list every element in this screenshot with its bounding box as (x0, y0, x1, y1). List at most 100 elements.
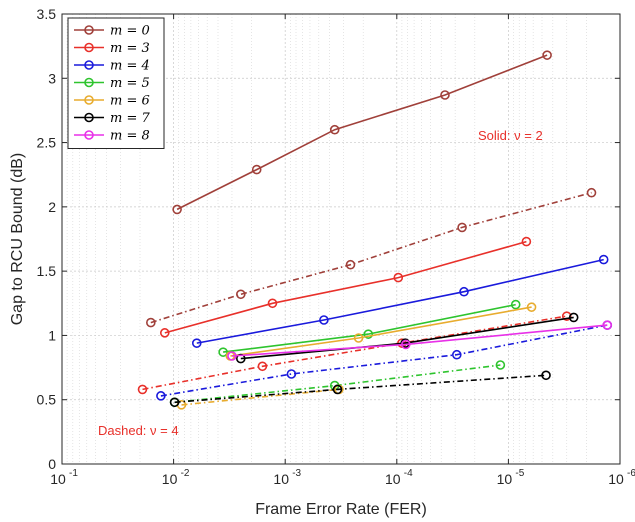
x-axis-label: Frame Error Rate (FER) (255, 501, 427, 518)
legend-entry: m = 3 (74, 41, 150, 56)
legend-marker (84, 130, 94, 140)
series-m0-nu2 (172, 50, 552, 215)
series-line (240, 316, 574, 360)
data-point (345, 259, 356, 270)
series-line (174, 364, 501, 404)
series-line (174, 374, 547, 404)
series-line (142, 315, 567, 391)
x-tick-exponent: -6 (627, 468, 635, 479)
legend-marker (84, 95, 94, 105)
series-lines (137, 50, 613, 410)
legend-label: m = 8 (110, 129, 150, 144)
data-point (319, 315, 329, 325)
y-tick-label: 2 (48, 199, 56, 215)
legend-label: m = 4 (110, 59, 150, 74)
legend-entry: m = 7 (74, 111, 150, 126)
data-point (541, 370, 551, 381)
data-point (227, 351, 237, 361)
x-tick-exponent: -2 (181, 468, 190, 479)
x-tick-label: 10 (385, 471, 401, 487)
data-point (561, 311, 572, 321)
x-tick-exponent: -4 (404, 468, 413, 479)
data-point (235, 353, 246, 364)
y-tick-label: 2.5 (37, 135, 57, 151)
series-line (164, 240, 527, 334)
series-m7-nu4 (169, 370, 551, 408)
data-point (156, 391, 166, 401)
x-tick-exponent: -1 (69, 468, 78, 479)
legend-label: m = 3 (110, 41, 150, 56)
y-tick-label: 3.5 (37, 6, 57, 22)
y-tick-label: 3 (48, 70, 56, 86)
x-tick-exponent: -3 (292, 468, 301, 479)
x-tick-label: 10 (497, 471, 513, 487)
series-line (223, 303, 516, 353)
data-point (526, 302, 537, 312)
data-point (521, 236, 532, 247)
data-point (602, 320, 613, 330)
data-point (332, 384, 343, 395)
axis-ticks: 10 -1 10 -2 10 -3 10 -4 10 -5 10 -600.511.522.533.5 (37, 6, 635, 487)
data-point (495, 360, 506, 370)
legend-entry: m = 0 (74, 24, 150, 39)
x-tick-label: 10 (273, 471, 289, 487)
data-point (169, 397, 180, 408)
data-point (267, 298, 278, 309)
data-point (457, 222, 467, 233)
x-tick-label: 10 (50, 471, 66, 487)
legend-marker (84, 77, 94, 88)
annotation-solid: Solid: ν = 2 (478, 128, 543, 143)
legend-label: m = 0 (110, 24, 150, 39)
legend-marker (84, 112, 94, 123)
legend-label: m = 6 (110, 94, 150, 109)
x-tick-exponent: -5 (515, 468, 524, 479)
legend-marker (84, 42, 94, 53)
x-tick-label: 10 (608, 471, 624, 487)
y-tick-label: 0 (48, 456, 56, 472)
data-point (251, 164, 262, 175)
legend-entry: m = 6 (74, 94, 150, 109)
series-m7-nu2 (235, 312, 579, 364)
x-tick-label: 10 (162, 471, 178, 487)
data-point (440, 90, 450, 100)
data-point (510, 299, 521, 310)
series-m0-nu4 (146, 187, 597, 328)
series-line (230, 306, 532, 357)
data-point (286, 369, 297, 379)
y-tick-label: 1.5 (37, 263, 57, 279)
y-axis-label: Gap to RCU Bound (dB) (9, 153, 26, 326)
data-point (459, 286, 469, 297)
series-line (176, 54, 548, 211)
legend-label: m = 7 (110, 111, 150, 126)
legend-entry: m = 5 (74, 76, 150, 91)
data-point (191, 338, 202, 348)
series-line (181, 388, 339, 406)
data-point (159, 328, 170, 338)
plot-frame (61, 13, 621, 465)
data-point (235, 289, 246, 300)
series-line (196, 258, 604, 344)
series-m5-nu2 (218, 299, 521, 357)
data-point (172, 204, 182, 215)
legend-marker (84, 25, 94, 35)
legend-entry: m = 8 (74, 129, 150, 144)
series-line (150, 191, 592, 324)
series-m8-nu2 (227, 320, 613, 361)
data-point (568, 312, 579, 323)
legend-label: m = 5 (110, 76, 150, 91)
data-point (598, 254, 609, 265)
series-m3-nu4 (137, 311, 572, 395)
annotation-dashed: Dashed: ν = 4 (98, 423, 179, 438)
legend: m = 0 m = 3 m = 4 m = 5 m = 6 m = 7 m = 8 (67, 17, 165, 149)
series-m3-nu2 (159, 236, 532, 338)
data-point (137, 384, 148, 395)
y-tick-label: 1 (48, 327, 56, 343)
series-line (231, 324, 608, 357)
data-point (146, 317, 156, 328)
y-tick-label: 0.5 (37, 392, 57, 408)
data-point (257, 361, 268, 372)
data-point (329, 124, 340, 135)
data-point (542, 50, 552, 60)
data-point (353, 333, 364, 343)
